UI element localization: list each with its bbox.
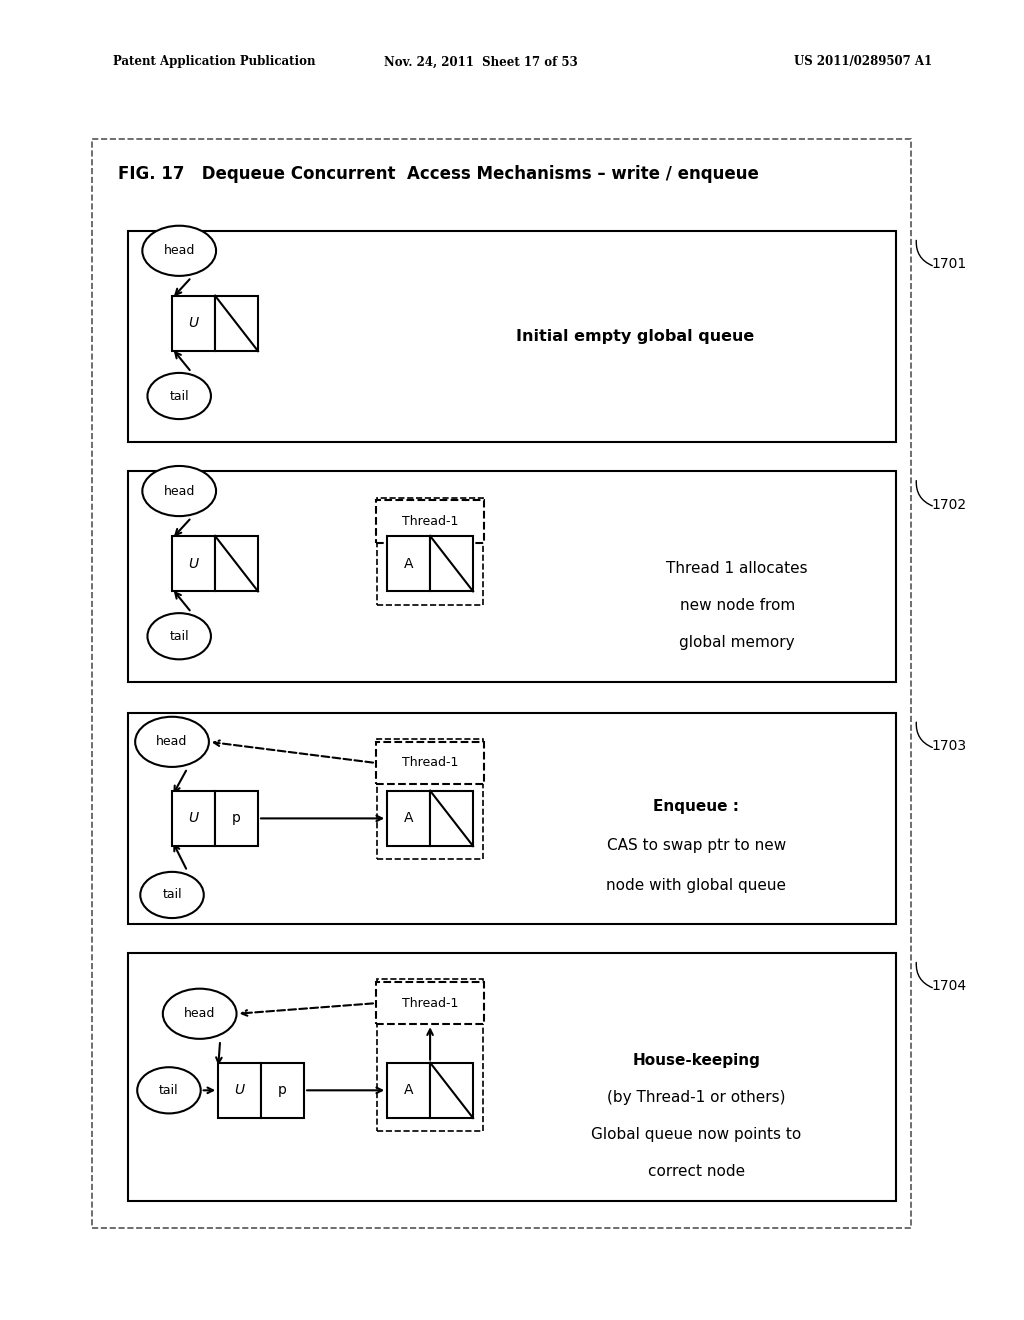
- Text: FIG. 17   Dequeue Concurrent  Access Mechanisms – write / enqueue: FIG. 17 Dequeue Concurrent Access Mechan…: [118, 165, 759, 183]
- Text: Thread-1: Thread-1: [401, 756, 459, 770]
- Text: Thread-1: Thread-1: [401, 515, 459, 528]
- Text: head: head: [184, 1007, 215, 1020]
- Text: tail: tail: [169, 389, 189, 403]
- Text: Thread 1 allocates: Thread 1 allocates: [667, 561, 808, 576]
- Ellipse shape: [142, 226, 216, 276]
- Text: head: head: [157, 735, 187, 748]
- Text: (by Thread-1 or others): (by Thread-1 or others): [607, 1090, 785, 1105]
- Bar: [215, 296, 258, 351]
- Bar: [92, 139, 911, 1228]
- Text: head: head: [164, 484, 195, 498]
- Bar: [377, 498, 483, 605]
- Bar: [387, 791, 430, 846]
- Text: U: U: [188, 557, 199, 570]
- Text: U: U: [188, 317, 199, 330]
- Text: p: p: [279, 1084, 287, 1097]
- Text: new node from: new node from: [680, 598, 795, 612]
- Bar: [172, 536, 215, 591]
- Ellipse shape: [135, 717, 209, 767]
- Bar: [387, 1063, 430, 1118]
- Text: head: head: [164, 244, 195, 257]
- Text: 1704: 1704: [932, 979, 967, 994]
- Text: Thread-1: Thread-1: [401, 997, 459, 1010]
- Ellipse shape: [147, 374, 211, 420]
- Ellipse shape: [147, 612, 211, 660]
- Bar: [218, 1063, 261, 1118]
- Text: 1701: 1701: [932, 257, 967, 272]
- Bar: [172, 296, 215, 351]
- Bar: [377, 979, 483, 1131]
- Bar: [377, 982, 483, 1024]
- Text: Nov. 24, 2011  Sheet 17 of 53: Nov. 24, 2011 Sheet 17 of 53: [384, 55, 579, 69]
- Text: node with global queue: node with global queue: [606, 878, 786, 892]
- Text: CAS to swap ptr to new: CAS to swap ptr to new: [606, 838, 786, 853]
- Text: US 2011/0289507 A1: US 2011/0289507 A1: [794, 55, 932, 69]
- Text: 1702: 1702: [932, 498, 967, 512]
- Ellipse shape: [140, 871, 204, 919]
- Bar: [377, 742, 483, 784]
- Bar: [430, 791, 473, 846]
- Bar: [430, 1063, 473, 1118]
- Text: correct node: correct node: [648, 1164, 744, 1179]
- Bar: [261, 1063, 304, 1118]
- Text: A: A: [403, 1084, 414, 1097]
- Bar: [377, 500, 483, 543]
- Text: Initial empty global queue: Initial empty global queue: [516, 329, 754, 345]
- Bar: [128, 953, 896, 1201]
- Bar: [430, 536, 473, 591]
- Text: p: p: [232, 812, 241, 825]
- Bar: [215, 536, 258, 591]
- Bar: [172, 791, 215, 846]
- Bar: [128, 713, 896, 924]
- Text: Patent Application Publication: Patent Application Publication: [113, 55, 315, 69]
- Text: Global queue now points to: Global queue now points to: [591, 1127, 802, 1142]
- Text: A: A: [403, 557, 414, 570]
- Bar: [387, 536, 430, 591]
- Text: U: U: [234, 1084, 245, 1097]
- Ellipse shape: [137, 1067, 201, 1114]
- Text: House-keeping: House-keeping: [633, 1053, 760, 1068]
- Ellipse shape: [163, 989, 237, 1039]
- Text: Enqueue :: Enqueue :: [653, 799, 739, 813]
- Bar: [128, 471, 896, 682]
- Text: 1703: 1703: [932, 739, 967, 754]
- Bar: [377, 739, 483, 859]
- Text: global memory: global memory: [680, 635, 795, 649]
- Ellipse shape: [142, 466, 216, 516]
- Bar: [215, 791, 258, 846]
- Text: tail: tail: [162, 888, 182, 902]
- Text: tail: tail: [169, 630, 189, 643]
- Bar: [128, 231, 896, 442]
- Text: tail: tail: [159, 1084, 179, 1097]
- Text: U: U: [188, 812, 199, 825]
- Text: A: A: [403, 812, 414, 825]
